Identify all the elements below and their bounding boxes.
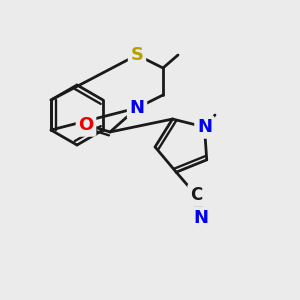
Text: O: O <box>78 116 94 134</box>
Text: C: C <box>190 186 202 204</box>
Text: N: N <box>194 209 208 227</box>
Text: N: N <box>197 118 212 136</box>
Text: S: S <box>130 46 143 64</box>
Text: N: N <box>130 99 145 117</box>
